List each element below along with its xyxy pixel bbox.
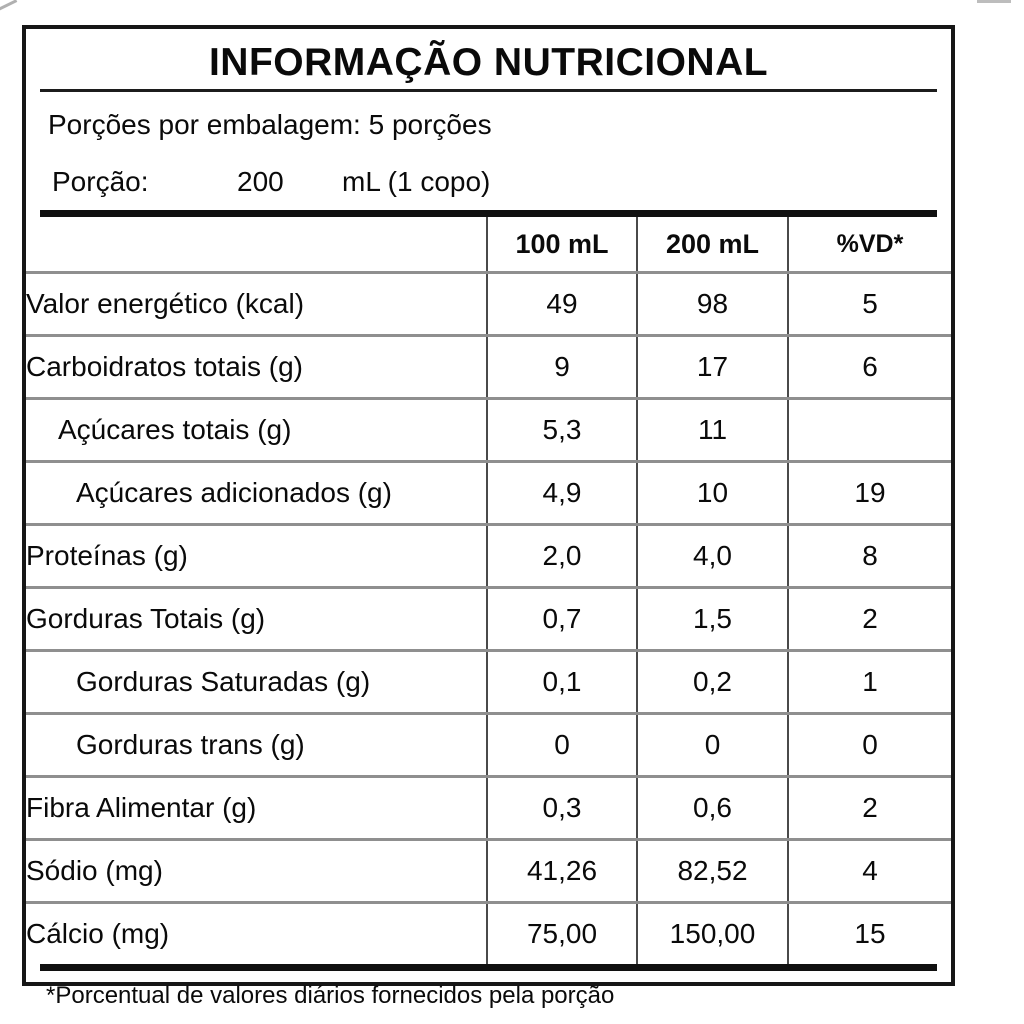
vd-percent-cell: 0: [787, 712, 951, 777]
nutrient-name-cell: Valor energético (kcal): [26, 271, 487, 336]
row-carboidratos-totais: Carboidratos totais (g) 9 17 6: [26, 334, 951, 399]
vd-percent-cell: 2: [787, 586, 951, 651]
nutrient-name-cell: Sódio (mg): [26, 838, 487, 903]
row-sodio: Sódio (mg) 41,26 82,52 4: [26, 838, 951, 903]
value-200ml-cell: 4,0: [636, 523, 788, 588]
row-fibra-alimentar: Fibra Alimentar (g) 0,3 0,6 2: [26, 775, 951, 840]
table-header-row: 100 mL 200 mL %VD*: [26, 217, 951, 273]
value-100ml-cell: 0: [486, 712, 637, 777]
nutrient-name-cell: Açúcares totais (g): [26, 397, 487, 462]
value-100ml-cell: 49: [486, 271, 637, 336]
column-header-100ml: 100 mL: [486, 217, 637, 273]
vd-percent-cell: 5: [787, 271, 951, 336]
value-100ml-cell: 0,3: [486, 775, 637, 840]
daily-value-footnote: *Porcentual de valores diários fornecido…: [46, 982, 615, 1009]
value-200ml-cell: 150,00: [636, 901, 788, 964]
nutrient-name-cell: Cálcio (mg): [26, 901, 487, 964]
row-acucares-totais: Açúcares totais (g) 5,3 11: [26, 397, 951, 462]
column-header-empty: [26, 217, 487, 273]
servings-per-package-line: Porções por embalagem: 5 porções: [48, 109, 492, 140]
value-100ml-cell: 5,3: [486, 397, 637, 462]
value-200ml-cell: 11: [636, 397, 788, 462]
nutrient-name-cell: Fibra Alimentar (g): [26, 775, 487, 840]
value-100ml-cell: 2,0: [486, 523, 637, 588]
table-bottom-thick-rule: [40, 964, 937, 971]
row-acucares-adicionados: Açúcares adicionados (g) 4,9 10 19: [26, 460, 951, 525]
vd-percent-cell: 2: [787, 775, 951, 840]
row-gorduras-totais: Gorduras Totais (g) 0,7 1,5 2: [26, 586, 951, 651]
title-underline-rule: [40, 89, 937, 92]
value-100ml-cell: 9: [486, 334, 637, 399]
value-200ml-cell: 0,6: [636, 775, 788, 840]
portion-amount: 200: [237, 166, 284, 197]
value-100ml-cell: 75,00: [486, 901, 637, 964]
vd-percent-cell: 1: [787, 649, 951, 714]
nutrition-facts-label: INFORMAÇÃO NUTRICIONAL Porções por embal…: [22, 25, 955, 1009]
value-100ml-cell: 0,7: [486, 586, 637, 651]
portion-unit: mL (1 copo): [342, 166, 491, 197]
nutrient-name-cell: Proteínas (g): [26, 523, 487, 588]
vd-percent-cell: 19: [787, 460, 951, 525]
value-200ml-cell: 1,5: [636, 586, 788, 651]
value-200ml-cell: 82,52: [636, 838, 788, 903]
vd-percent-cell: 4: [787, 838, 951, 903]
value-200ml-cell: 0: [636, 712, 788, 777]
value-100ml-cell: 4,9: [486, 460, 637, 525]
row-valor-energetico: Valor energético (kcal) 49 98 5: [26, 271, 951, 336]
nutrient-name-cell: Gorduras Saturadas (g): [26, 649, 487, 714]
value-200ml-cell: 98: [636, 271, 788, 336]
row-gorduras-trans: Gorduras trans (g) 0 0 0: [26, 712, 951, 777]
value-200ml-cell: 17: [636, 334, 788, 399]
cropped-artifact-top-left: [0, 0, 18, 11]
column-header-200ml: 200 mL: [636, 217, 788, 273]
value-100ml-cell: 41,26: [486, 838, 637, 903]
vd-percent-cell: 8: [787, 523, 951, 588]
portion-label: Porção:: [52, 166, 149, 197]
portion-line: Porção: 200 mL (1 copo): [52, 164, 951, 200]
column-header-vd: %VD*: [787, 217, 951, 273]
nutrient-name-cell: Carboidratos totais (g): [26, 334, 487, 399]
row-calcio: Cálcio (mg) 75,00 150,00 15: [26, 901, 951, 964]
value-200ml-cell: 10: [636, 460, 788, 525]
nutrient-name-cell: Gorduras Totais (g): [26, 586, 487, 651]
row-proteinas: Proteínas (g) 2,0 4,0 8: [26, 523, 951, 588]
value-200ml-cell: 0,2: [636, 649, 788, 714]
label-title: INFORMAÇÃO NUTRICIONAL: [208, 41, 769, 84]
nutrient-name-cell: Açúcares adicionados (g): [26, 460, 487, 525]
nutrition-table: 100 mL 200 mL %VD* Valor energético (kca…: [26, 217, 951, 964]
vd-percent-cell: [787, 397, 951, 462]
value-100ml-cell: 0,1: [486, 649, 637, 714]
vd-percent-cell: 15: [787, 901, 951, 964]
table-top-thick-rule: [40, 210, 937, 217]
cropped-artifact-top-right: [977, 0, 1011, 3]
row-gorduras-saturadas: Gorduras Saturadas (g) 0,1 0,2 1: [26, 649, 951, 714]
vd-percent-cell: 6: [787, 334, 951, 399]
nutrient-name-cell: Gorduras trans (g): [26, 712, 487, 777]
